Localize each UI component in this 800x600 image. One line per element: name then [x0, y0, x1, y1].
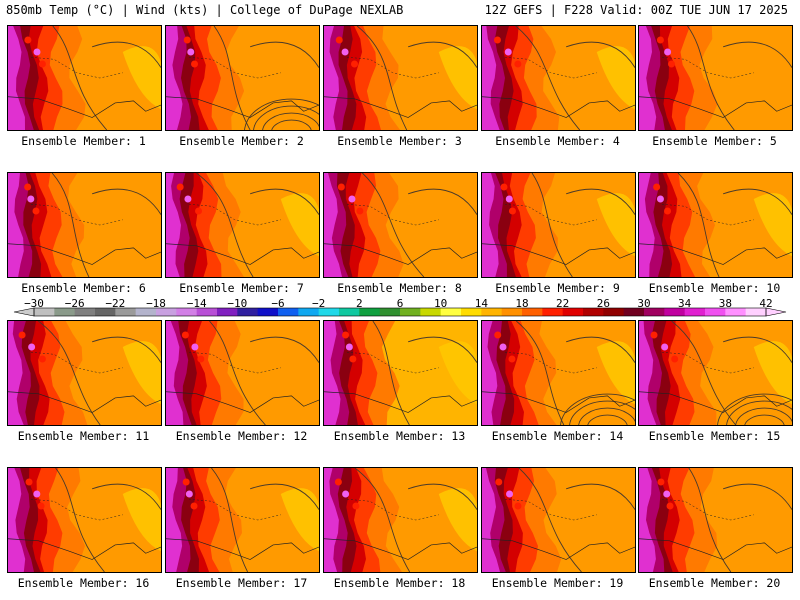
ensemble-member-map [7, 25, 162, 131]
ensemble-member-label: Ensemble Member: 19 [491, 576, 624, 590]
colorbar-tick: 2 [356, 297, 363, 310]
colorbar-tick: −18 [146, 297, 166, 310]
ensemble-member-map [638, 320, 793, 426]
ensemble-member-map [7, 172, 162, 278]
ensemble-member-label: Ensemble Member: 15 [648, 429, 781, 443]
colorbar-swatch [603, 308, 625, 316]
colorbar-swatch [501, 308, 523, 316]
colorbar-tick: 30 [637, 297, 651, 310]
ensemble-member-label: Ensemble Member: 14 [491, 429, 624, 443]
ensemble-member-map [7, 467, 162, 573]
ensemble-member-label: Ensemble Member: 9 [495, 281, 620, 295]
colorbar-swatch [481, 308, 503, 316]
colorbar-swatch [318, 308, 340, 316]
colorbar-swatch [725, 308, 747, 316]
colorbar-swatch [644, 308, 665, 316]
colorbar-swatch [237, 308, 259, 316]
ensemble-member-map [323, 172, 478, 278]
colorbar-tick: 26 [596, 297, 610, 310]
ensemble-member-map [165, 172, 320, 278]
colorbar-tick: −14 [186, 297, 207, 310]
ensemble-member-map [481, 172, 636, 278]
ensemble-member-label: Ensemble Member: 6 [21, 281, 146, 295]
colorbar-swatch [583, 308, 604, 316]
model-run-info: 12Z GEFS | F228 Valid: 00Z TUE JUN 17 20… [484, 3, 788, 17]
colorbar-swatch [298, 308, 320, 316]
colorbar-tick: −10 [227, 297, 248, 310]
colorbar-swatch [359, 308, 381, 316]
colorbar-swatch [420, 308, 442, 316]
ensemble-member-label: Ensemble Member: 11 [17, 429, 150, 443]
colorbar-swatch [115, 308, 137, 316]
colorbar-tick: 38 [718, 297, 732, 310]
ensemble-member-label: Ensemble Member: 17 [175, 576, 308, 590]
colorbar-swatch [217, 308, 238, 316]
colorbar-swatch [522, 308, 543, 316]
map-title: 850mb Temp (°C) | Wind (kts) | College o… [6, 3, 404, 17]
ensemble-member-map [7, 320, 162, 426]
ensemble-member-map [323, 467, 478, 573]
colorbar-swatch [400, 308, 421, 316]
colorbar-swatch [745, 308, 767, 316]
ensemble-member-label: Ensemble Member: 1 [21, 134, 146, 148]
colorbar-swatch [440, 308, 462, 316]
ensemble-member-label: Ensemble Member: 4 [495, 134, 620, 148]
colorbar-swatch [461, 308, 482, 316]
ensemble-member-map [481, 25, 636, 131]
colorbar-swatch [542, 308, 564, 316]
ensemble-member-label: Ensemble Member: 16 [17, 576, 150, 590]
ensemble-member-map [638, 172, 793, 278]
ensemble-member-map [165, 467, 320, 573]
ensemble-member-map [481, 320, 636, 426]
ensemble-member-label: Ensemble Member: 7 [179, 281, 304, 295]
colorbar-swatch [74, 308, 96, 316]
colorbar-swatch [257, 308, 279, 316]
ensemble-member-map [165, 320, 320, 426]
colorbar-tick: −2 [312, 297, 326, 310]
ensemble-member-map [481, 467, 636, 573]
ensemble-member-label: Ensemble Member: 5 [652, 134, 777, 148]
colorbar-swatch [623, 308, 645, 316]
colorbar-swatch [156, 308, 177, 316]
colorbar-swatch [135, 308, 157, 316]
temperature-colorbar [13, 307, 787, 317]
ensemble-member-map [323, 320, 478, 426]
ensemble-member-label: Ensemble Member: 12 [175, 429, 308, 443]
colorbar-swatch [278, 308, 299, 316]
colorbar-tick: −22 [105, 297, 126, 310]
ensemble-member-map [638, 467, 793, 573]
colorbar-tick: −30 [24, 297, 44, 310]
colorbar-swatch [54, 308, 76, 316]
colorbar-tick: 14 [474, 297, 488, 310]
colorbar-swatch [562, 308, 584, 316]
ensemble-member-label: Ensemble Member: 13 [333, 429, 466, 443]
ensemble-member-map [638, 25, 793, 131]
colorbar-swatch [379, 308, 401, 316]
colorbar-tick: 34 [678, 297, 692, 310]
ensemble-member-label: Ensemble Member: 10 [648, 281, 781, 295]
ensemble-member-label: Ensemble Member: 20 [648, 576, 781, 590]
colorbar-tick: 22 [556, 297, 570, 310]
colorbar-tick: −6 [271, 297, 285, 310]
colorbar-swatch [196, 308, 218, 316]
colorbar-swatch [339, 308, 360, 316]
ensemble-member-map [165, 25, 320, 131]
ensemble-member-map [323, 25, 478, 131]
colorbar-swatch [34, 308, 55, 316]
colorbar-tick: 42 [759, 297, 773, 310]
colorbar-swatch [95, 308, 116, 316]
colorbar-swatch [705, 308, 726, 316]
colorbar-tick: −26 [64, 297, 85, 310]
ensemble-member-label: Ensemble Member: 18 [333, 576, 466, 590]
ensemble-member-label: Ensemble Member: 2 [179, 134, 304, 148]
ensemble-member-label: Ensemble Member: 8 [337, 281, 462, 295]
colorbar-tick: 10 [434, 297, 448, 310]
colorbar-tick: 6 [396, 297, 404, 310]
ensemble-member-label: Ensemble Member: 3 [337, 134, 462, 148]
colorbar-swatch [664, 308, 686, 316]
colorbar-tick: 18 [515, 297, 529, 310]
colorbar-swatch [176, 308, 198, 316]
colorbar-swatch [684, 308, 706, 316]
